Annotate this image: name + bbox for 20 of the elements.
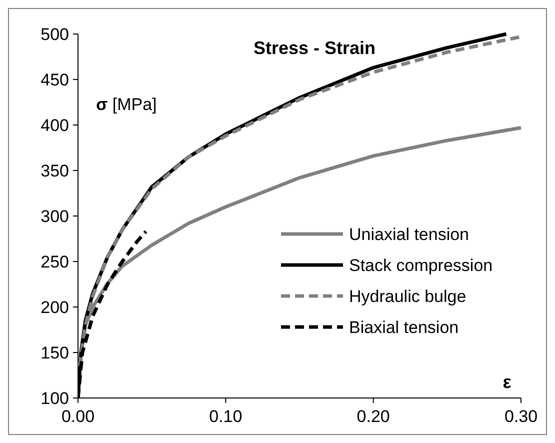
y-tick-label: 300 (40, 207, 69, 226)
x-tick-label: 0.10 (209, 407, 242, 426)
x-tick-label: 0.00 (61, 407, 95, 426)
y-tick-label: 150 (40, 344, 69, 362)
legend-label: Hydraulic bulge (349, 287, 466, 306)
y-tick-label: 500 (40, 25, 69, 44)
y-tick-label: 250 (40, 252, 69, 272)
y-axis-title: σ [MPa] (96, 95, 157, 114)
y-tick-label: 450 (40, 70, 69, 90)
legend-label: Biaxial tension (349, 318, 459, 337)
x-tick-label: 0.20 (356, 407, 390, 426)
x-tick-label: 0.30 (504, 407, 538, 426)
x-axis-title: ε (502, 372, 512, 392)
y-tick-label: 100 (40, 389, 69, 408)
y-tick-label: 350 (40, 162, 69, 180)
legend-label: Stack compression (349, 256, 493, 275)
legend-label: Uniaxial tension (349, 225, 470, 244)
chart-title: Stress - Strain (253, 38, 376, 58)
y-tick-label: 200 (40, 298, 69, 317)
y-tick-label: 400 (40, 116, 69, 135)
